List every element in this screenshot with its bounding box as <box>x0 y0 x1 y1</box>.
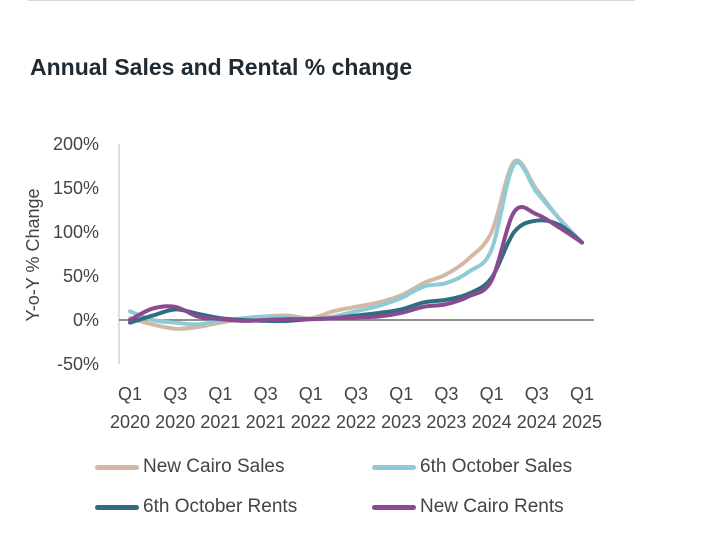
y-tick-label: -50% <box>57 354 99 374</box>
x-tick-label: Q1 <box>570 384 594 404</box>
x-tick-label: Q3 <box>525 384 549 404</box>
x-tick-label: Q1 <box>389 384 413 404</box>
x-tick-label: Q3 <box>434 384 458 404</box>
y-axis-label: Y-o-Y % Change <box>23 188 43 321</box>
chart-title: Annual Sales and Rental % change <box>30 54 413 80</box>
x-tick-label: 2025 <box>562 412 602 432</box>
x-tick-label: Q3 <box>163 384 187 404</box>
x-tick-label: 2022 <box>336 412 376 432</box>
y-tick-label: 50% <box>63 266 99 286</box>
top-divider <box>28 0 635 1</box>
y-tick-label: 200% <box>53 134 99 154</box>
y-tick-label: 0% <box>73 310 99 330</box>
x-tick-label: 2022 <box>291 412 331 432</box>
x-tick-label: 2023 <box>381 412 421 432</box>
x-tick-label: Q1 <box>480 384 504 404</box>
x-tick-label: Q3 <box>254 384 278 404</box>
x-tick-label: 2020 <box>155 412 195 432</box>
x-tick-label: 2024 <box>472 412 512 432</box>
x-tick-label: 2021 <box>246 412 286 432</box>
x-tick-label: Q1 <box>299 384 323 404</box>
x-tick-label: Q3 <box>344 384 368 404</box>
x-tick-label: Q1 <box>208 384 232 404</box>
series-line-new-cairo-sales <box>128 158 584 331</box>
y-tick-label: 100% <box>53 222 99 242</box>
y-tick-label: 150% <box>53 178 99 198</box>
x-tick-label: 2023 <box>426 412 466 432</box>
series-line-new-cairo-rents <box>128 205 584 323</box>
x-tick-label: Q1 <box>118 384 142 404</box>
series-line-6th-october-sales <box>128 160 584 327</box>
x-tick-label: 2024 <box>517 412 557 432</box>
x-tick-label: 2020 <box>110 412 150 432</box>
x-tick-label: 2021 <box>200 412 240 432</box>
